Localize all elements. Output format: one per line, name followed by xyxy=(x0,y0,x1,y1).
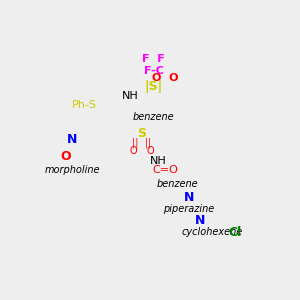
Text: benzene: benzene xyxy=(133,112,175,122)
Text: O  O: O O xyxy=(152,73,178,82)
Text: ||  ||: || || xyxy=(133,137,152,148)
Text: O   O: O O xyxy=(130,146,154,157)
Text: cyclohexene: cyclohexene xyxy=(181,227,242,237)
Text: |S|: |S| xyxy=(145,80,163,93)
Text: morpholine: morpholine xyxy=(45,165,100,175)
Text: piperazine: piperazine xyxy=(163,204,214,214)
Text: N: N xyxy=(195,214,206,227)
Text: Ph-S: Ph-S xyxy=(71,100,97,110)
Text: C=O: C=O xyxy=(152,165,178,175)
Text: Cl: Cl xyxy=(229,226,242,239)
Text: F-C: F-C xyxy=(144,66,164,76)
Text: F  F: F F xyxy=(142,54,165,64)
Text: N: N xyxy=(183,191,194,204)
Text: S: S xyxy=(138,127,147,140)
Text: benzene: benzene xyxy=(156,179,198,189)
Text: N: N xyxy=(67,134,78,146)
Text: NH: NH xyxy=(122,91,139,101)
Text: NH: NH xyxy=(150,156,167,166)
Text: O: O xyxy=(60,150,71,163)
